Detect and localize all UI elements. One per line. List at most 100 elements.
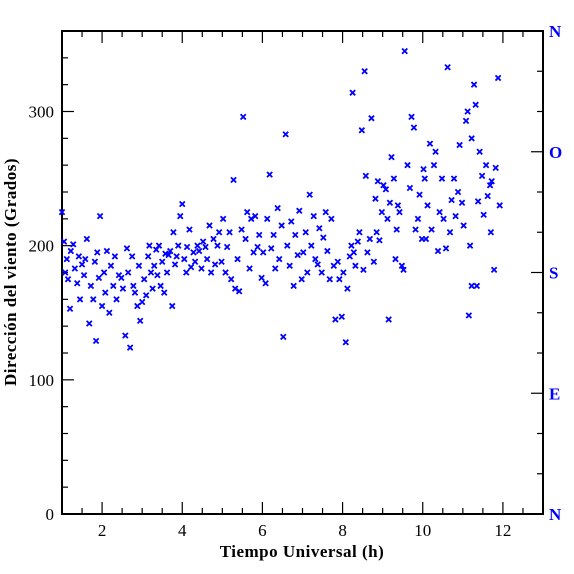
data-point bbox=[434, 247, 442, 255]
data-point bbox=[92, 337, 100, 345]
data-point bbox=[191, 258, 199, 266]
data-point bbox=[60, 238, 68, 245]
data-point bbox=[316, 224, 323, 232]
data-point bbox=[386, 199, 394, 206]
data-point bbox=[476, 148, 483, 155]
data-point bbox=[492, 164, 499, 172]
y-tick-label: 100 bbox=[29, 371, 55, 390]
data-point bbox=[410, 124, 418, 131]
y-axis-title: Dirección del viento (Grados) bbox=[1, 158, 20, 386]
data-point bbox=[442, 245, 450, 252]
data-point bbox=[496, 202, 503, 209]
data-point bbox=[181, 255, 188, 263]
data-point bbox=[247, 215, 255, 223]
data-point bbox=[284, 242, 291, 249]
data-point bbox=[312, 255, 319, 263]
x-tick-label: 4 bbox=[178, 521, 187, 540]
data-point bbox=[210, 235, 217, 243]
data-point bbox=[484, 192, 491, 200]
data-point bbox=[440, 215, 447, 223]
data-point bbox=[110, 282, 117, 290]
data-point bbox=[187, 263, 195, 271]
data-point bbox=[356, 229, 363, 236]
data-point bbox=[448, 196, 455, 204]
data-point bbox=[250, 249, 257, 256]
data-point bbox=[242, 235, 249, 243]
data-point bbox=[460, 222, 467, 229]
data-point bbox=[222, 269, 229, 276]
data-point bbox=[408, 113, 415, 121]
data-point bbox=[398, 262, 406, 270]
data-point bbox=[123, 245, 131, 252]
data-point bbox=[170, 229, 177, 236]
data-point bbox=[344, 285, 351, 292]
data-point bbox=[199, 238, 207, 245]
data-point bbox=[94, 249, 101, 256]
data-point bbox=[302, 229, 309, 236]
data-point bbox=[136, 317, 144, 325]
data-point bbox=[73, 279, 81, 287]
data-point bbox=[183, 269, 190, 276]
data-point bbox=[258, 274, 265, 282]
data-point bbox=[215, 229, 223, 236]
data-point bbox=[385, 316, 392, 323]
data-point bbox=[238, 226, 245, 233]
data-point bbox=[474, 198, 482, 205]
data-point bbox=[165, 251, 172, 259]
data-point bbox=[234, 255, 241, 263]
data-point bbox=[227, 275, 235, 283]
x-tick-label: 10 bbox=[414, 521, 431, 540]
data-point bbox=[63, 255, 71, 263]
data-point bbox=[86, 320, 93, 327]
data-point bbox=[400, 266, 407, 274]
data-point bbox=[175, 242, 182, 249]
data-point bbox=[124, 269, 132, 276]
data-point bbox=[473, 282, 481, 290]
data-point bbox=[106, 309, 113, 316]
data-point bbox=[376, 237, 383, 244]
data-point bbox=[360, 266, 367, 274]
compass-label: E bbox=[549, 384, 560, 403]
data-point bbox=[239, 113, 247, 121]
data-point bbox=[380, 182, 387, 189]
data-point bbox=[155, 242, 163, 249]
data-point bbox=[102, 289, 109, 296]
compass-label: O bbox=[549, 143, 562, 162]
data-point bbox=[179, 200, 186, 208]
data-point bbox=[140, 275, 148, 283]
data-point bbox=[422, 235, 430, 243]
data-point bbox=[142, 292, 150, 299]
data-point bbox=[171, 261, 179, 268]
data-point bbox=[282, 131, 289, 138]
data-point bbox=[468, 135, 475, 142]
data-point bbox=[80, 271, 88, 279]
y-tick-label: 300 bbox=[29, 103, 55, 122]
data-point bbox=[466, 242, 474, 249]
data-point bbox=[267, 245, 275, 252]
data-point bbox=[255, 231, 263, 239]
data-point bbox=[147, 269, 155, 276]
x-axis-title: Tiempo Universal (h) bbox=[220, 542, 385, 561]
data-point bbox=[150, 262, 158, 270]
data-point bbox=[259, 249, 267, 256]
data-point bbox=[452, 212, 459, 220]
data-point bbox=[465, 312, 473, 319]
data-point bbox=[306, 191, 313, 198]
data-point bbox=[332, 316, 339, 323]
x-tick-label: 12 bbox=[494, 521, 511, 540]
data-point bbox=[358, 127, 366, 134]
data-point bbox=[384, 215, 391, 223]
data-point bbox=[464, 108, 471, 115]
data-point bbox=[426, 140, 434, 147]
data-point bbox=[490, 266, 498, 274]
data-point bbox=[206, 222, 213, 229]
data-point bbox=[396, 208, 403, 216]
data-point bbox=[186, 226, 193, 233]
data-point bbox=[456, 141, 463, 149]
data-point bbox=[414, 215, 422, 223]
data-point bbox=[374, 178, 382, 185]
data-point bbox=[262, 279, 269, 287]
data-point bbox=[130, 282, 137, 290]
compass-label: N bbox=[549, 22, 562, 41]
data-point bbox=[67, 247, 75, 255]
